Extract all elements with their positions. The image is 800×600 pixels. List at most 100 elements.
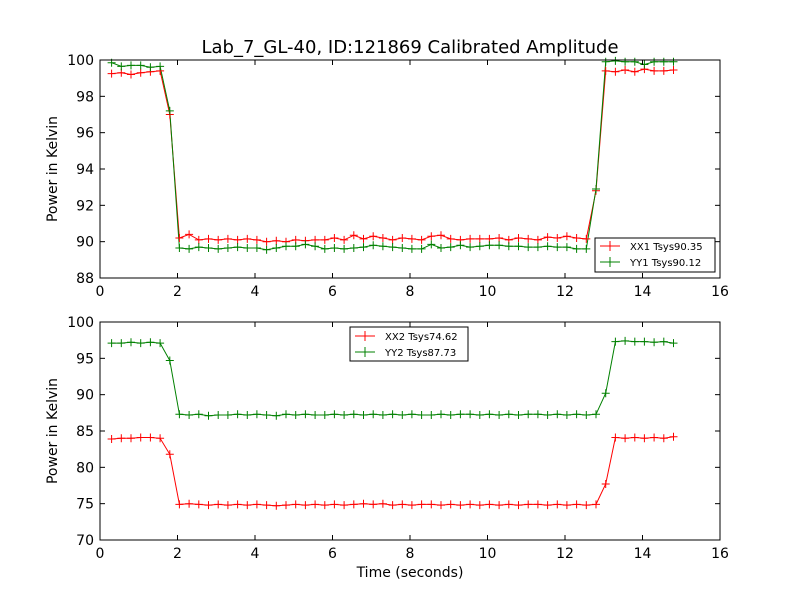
data-point (601, 57, 610, 66)
x-tick-label: 4 (251, 546, 260, 562)
data-point (291, 500, 300, 509)
markers-top (107, 56, 678, 254)
data-point (165, 356, 174, 365)
data-point (417, 411, 426, 419)
data-point (669, 339, 678, 348)
data-point (243, 234, 252, 243)
legend-label-xx2: XX2 Tsys74.62 (385, 332, 458, 343)
data-point (446, 243, 455, 252)
data-point (417, 500, 426, 509)
data-point (223, 244, 232, 252)
data-point (446, 411, 455, 419)
data-point (562, 501, 571, 510)
data-point (485, 410, 494, 419)
data-point (262, 245, 271, 254)
data-point (359, 243, 368, 252)
data-point (611, 433, 620, 442)
data-point (514, 242, 523, 251)
y-tick-label: 88 (76, 271, 94, 287)
data-point (388, 501, 397, 510)
data-point (669, 66, 678, 74)
x-tick-label: 8 (406, 546, 415, 562)
legend-marker-yy2 (360, 347, 370, 357)
data-point (136, 433, 145, 442)
data-point (398, 500, 407, 509)
data-point (592, 185, 600, 193)
y-tick-label: 90 (76, 388, 94, 404)
data-point (650, 338, 659, 347)
data-point (553, 234, 562, 242)
y-axis-label-bottom: Power in Kelvin (45, 378, 61, 484)
data-point (475, 242, 484, 251)
y-tick-label: 100 (67, 53, 94, 69)
data-point (301, 410, 310, 419)
data-point (475, 501, 484, 510)
data-point (621, 336, 630, 345)
data-point (669, 432, 678, 441)
data-point (427, 232, 436, 241)
data-point (252, 500, 261, 509)
data-point (262, 237, 271, 246)
data-point (495, 501, 504, 510)
data-point (223, 234, 232, 243)
data-point (378, 242, 387, 251)
y-axis-label-top: Power in Kelvin (45, 116, 61, 222)
data-point (204, 244, 213, 252)
x-tick-label: 6 (328, 546, 337, 562)
data-point (504, 242, 513, 251)
legend-bottom: XX2 Tsys74.62 YY2 Tsys87.73 (349, 326, 469, 362)
data-point (369, 500, 378, 509)
data-point (495, 411, 504, 419)
ticks-bottom: 0 2 4 6 8 10 12 14 16 70 75 80 85 90 95 100 (67, 315, 729, 562)
data-point (243, 501, 252, 510)
data-point (185, 411, 194, 419)
data-point (214, 500, 223, 509)
data-point (311, 242, 320, 251)
data-point (175, 500, 184, 509)
data-point (582, 411, 591, 419)
data-point (437, 244, 445, 252)
data-point (136, 61, 145, 70)
data-point (349, 244, 358, 252)
x-tick-label: 8 (406, 284, 415, 300)
data-point (456, 410, 465, 419)
data-point (117, 339, 126, 348)
data-point (340, 501, 349, 510)
data-point (572, 500, 581, 509)
data-point (504, 500, 513, 509)
data-point (572, 410, 581, 419)
data-point (223, 501, 232, 510)
data-point (650, 66, 659, 75)
data-point (611, 337, 620, 346)
data-point (185, 499, 194, 508)
data-point (136, 339, 145, 348)
x-axis-label-bottom: Time (seconds) (356, 565, 464, 581)
data-point (514, 234, 523, 242)
data-point (466, 234, 475, 243)
data-point (136, 68, 145, 77)
data-point (340, 235, 349, 244)
data-point (456, 241, 465, 250)
data-point (562, 243, 571, 252)
data-point (340, 244, 349, 253)
y-tick-label: 70 (76, 533, 94, 549)
data-point (417, 235, 426, 244)
x-tick-label: 10 (479, 284, 497, 300)
data-point (272, 236, 281, 245)
data-point (291, 242, 300, 251)
data-point (630, 57, 639, 66)
ticks-top: 0 2 4 6 8 10 12 14 16 88 90 92 94 96 98 100 (67, 53, 729, 300)
data-point (223, 411, 232, 419)
data-point (592, 410, 600, 419)
data-point (156, 339, 165, 348)
data-point (398, 411, 407, 419)
legend-top: XX1 Tsys90.35 YY1 Tsys90.12 (594, 237, 716, 273)
data-point (340, 411, 349, 419)
data-point (640, 60, 649, 69)
data-point (543, 501, 552, 510)
x-tick-label: 2 (173, 546, 182, 562)
data-point (233, 235, 242, 244)
x-tick-label: 12 (556, 546, 574, 562)
markers-bottom (107, 336, 678, 510)
data-point (282, 410, 290, 419)
